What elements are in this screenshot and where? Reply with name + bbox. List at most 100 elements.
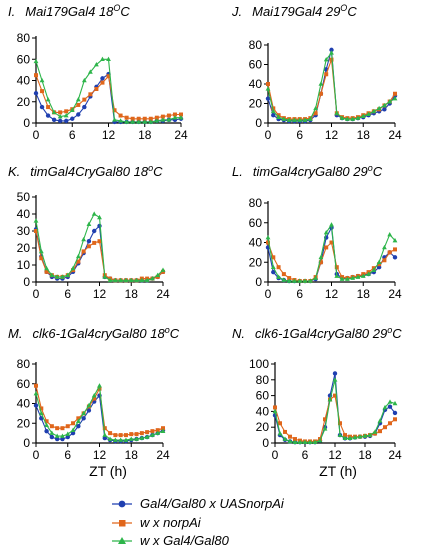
data-point xyxy=(34,383,38,388)
x-tick-label: 12 xyxy=(102,128,116,142)
series-2 xyxy=(33,211,166,283)
data-point xyxy=(38,248,44,254)
data-point xyxy=(44,422,49,428)
data-point xyxy=(54,433,60,438)
data-point xyxy=(160,428,166,433)
data-point xyxy=(69,107,75,113)
data-point xyxy=(44,428,49,434)
data-point xyxy=(148,119,154,124)
data-point xyxy=(118,437,124,442)
panel-I: I. Mai179Gal4 18OC 0 20 40 60 80 0 6 12 18 24 xyxy=(8,3,188,142)
series-1 xyxy=(34,229,165,283)
series-2 xyxy=(265,222,398,283)
data-point xyxy=(64,109,69,114)
y-tick-label: 100 xyxy=(249,357,269,371)
data-point xyxy=(270,108,276,114)
data-point xyxy=(54,274,60,279)
data-point xyxy=(160,114,165,119)
data-point xyxy=(86,239,92,244)
x-tick-label: 0 xyxy=(33,448,40,462)
data-point xyxy=(112,437,118,442)
data-point xyxy=(277,430,283,436)
data-point xyxy=(33,58,39,64)
data-point xyxy=(102,435,107,441)
data-point xyxy=(97,223,102,229)
data-point xyxy=(33,403,39,408)
data-point xyxy=(324,72,329,77)
x-tick-label: 0 xyxy=(33,128,40,142)
y-tick-label: 80 xyxy=(17,31,31,45)
data-point xyxy=(40,89,45,94)
panel-L: L. timGal4cryGal80 29oC 0 20 40 60 80 0 6 12 18 24 xyxy=(232,163,402,301)
data-point xyxy=(92,396,97,401)
data-point xyxy=(362,433,368,438)
y-tick-label: 0 xyxy=(255,275,262,289)
data-point xyxy=(322,426,328,431)
data-point xyxy=(45,97,51,102)
y-tick-label: 0 xyxy=(255,116,262,130)
legend-item-2: w x Gal4/Gal80 xyxy=(112,533,230,548)
data-point xyxy=(65,424,70,429)
x-tick-label: 6 xyxy=(302,448,309,462)
x-tick-label: 0 xyxy=(272,448,279,462)
data-point xyxy=(102,274,108,279)
data-point xyxy=(281,272,286,277)
data-point xyxy=(357,434,363,439)
data-point xyxy=(124,115,129,120)
data-point xyxy=(118,113,123,118)
y-tick-label: 20 xyxy=(17,241,31,255)
data-point xyxy=(112,277,118,283)
data-point xyxy=(350,275,356,280)
data-point xyxy=(75,253,81,259)
x-tick-label: 24 xyxy=(388,128,402,142)
x-tick-label: 12 xyxy=(93,448,107,462)
data-point xyxy=(91,211,97,216)
data-point xyxy=(102,426,107,431)
data-point xyxy=(33,391,39,396)
data-point xyxy=(307,116,313,121)
data-point xyxy=(160,117,166,122)
data-point xyxy=(144,434,150,439)
data-point xyxy=(130,119,136,124)
panel-J-plot: 0 20 40 60 80 0 6 12 18 24 xyxy=(249,38,402,142)
series-1 xyxy=(266,240,397,284)
data-point xyxy=(273,405,277,410)
x-tick-label: 24 xyxy=(156,287,170,301)
data-point xyxy=(136,116,141,121)
data-point xyxy=(76,112,81,117)
data-point xyxy=(60,436,65,442)
data-point xyxy=(313,275,319,280)
data-point xyxy=(265,234,271,240)
data-point xyxy=(376,259,382,265)
x-tick-label: 6 xyxy=(69,128,76,142)
panel-M-title: M. clk6-1Gal4cryGal80 18oC xyxy=(8,325,180,341)
data-point xyxy=(333,393,337,398)
data-point xyxy=(329,50,334,55)
data-point xyxy=(65,272,71,277)
series-1 xyxy=(273,393,397,444)
panel-J: J. Mai179Gal4 29OC 0 20 40 60 80 0 6 12 18 24 xyxy=(231,3,402,142)
data-point xyxy=(360,273,366,278)
data-point xyxy=(393,247,397,252)
data-point xyxy=(91,393,97,398)
y-tick-label: 0 xyxy=(23,436,30,450)
data-point xyxy=(392,410,398,416)
data-point xyxy=(283,429,287,434)
y-tick-label: 80 xyxy=(249,38,263,52)
data-point xyxy=(371,267,377,272)
data-point xyxy=(134,432,139,437)
data-point xyxy=(317,438,323,443)
data-point xyxy=(367,432,373,437)
data-point xyxy=(332,371,338,376)
data-point xyxy=(34,229,38,233)
data-point xyxy=(178,115,184,120)
data-point xyxy=(355,274,361,279)
data-point xyxy=(392,96,398,101)
data-point xyxy=(271,269,276,275)
data-point xyxy=(382,102,387,108)
data-point xyxy=(123,437,129,442)
data-point xyxy=(372,429,378,434)
data-point xyxy=(100,76,105,81)
data-point xyxy=(334,265,339,270)
